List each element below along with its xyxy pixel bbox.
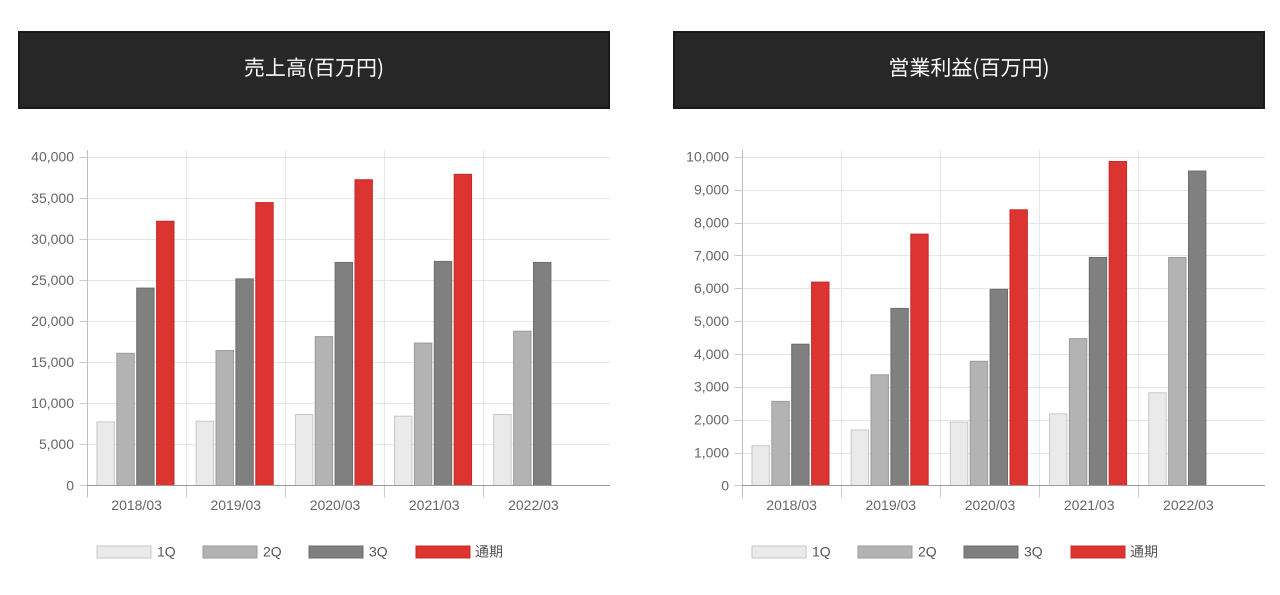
svg-text:5,000: 5,000 (694, 313, 729, 329)
svg-text:2Q: 2Q (918, 544, 937, 560)
svg-text:2020/03: 2020/03 (310, 497, 361, 513)
svg-text:9,000: 9,000 (694, 182, 729, 198)
svg-text:15,000: 15,000 (31, 354, 74, 370)
svg-text:30,000: 30,000 (31, 231, 74, 247)
svg-text:2021/03: 2021/03 (1064, 497, 1115, 513)
svg-text:4,000: 4,000 (694, 346, 729, 362)
svg-text:2020/03: 2020/03 (965, 497, 1016, 513)
svg-text:1Q: 1Q (812, 544, 831, 560)
svg-text:2018/03: 2018/03 (111, 497, 162, 513)
svg-text:7,000: 7,000 (694, 247, 729, 263)
svg-text:2Q: 2Q (263, 544, 282, 560)
svg-text:1,000: 1,000 (694, 444, 729, 460)
svg-text:0: 0 (721, 477, 729, 493)
svg-text:5,000: 5,000 (39, 436, 74, 452)
svg-text:1Q: 1Q (157, 544, 176, 560)
svg-text:2019/03: 2019/03 (865, 497, 916, 513)
svg-text:8,000: 8,000 (694, 214, 729, 230)
svg-text:6,000: 6,000 (694, 280, 729, 296)
svg-text:10,000: 10,000 (686, 149, 729, 165)
svg-text:2,000: 2,000 (694, 412, 729, 428)
svg-text:2018/03: 2018/03 (766, 497, 817, 513)
svg-text:2022/03: 2022/03 (1163, 497, 1214, 513)
svg-text:2021/03: 2021/03 (409, 497, 460, 513)
svg-text:0: 0 (66, 477, 74, 493)
svg-text:25,000: 25,000 (31, 272, 74, 288)
svg-text:2019/03: 2019/03 (210, 497, 261, 513)
svg-text:3Q: 3Q (1024, 544, 1043, 560)
svg-text:3,000: 3,000 (694, 379, 729, 395)
svg-text:2022/03: 2022/03 (508, 497, 559, 513)
svg-text:35,000: 35,000 (31, 190, 74, 206)
svg-text:10,000: 10,000 (31, 395, 74, 411)
svg-text:20,000: 20,000 (31, 313, 74, 329)
svg-text:3Q: 3Q (369, 544, 388, 560)
svg-text:40,000: 40,000 (31, 149, 74, 165)
